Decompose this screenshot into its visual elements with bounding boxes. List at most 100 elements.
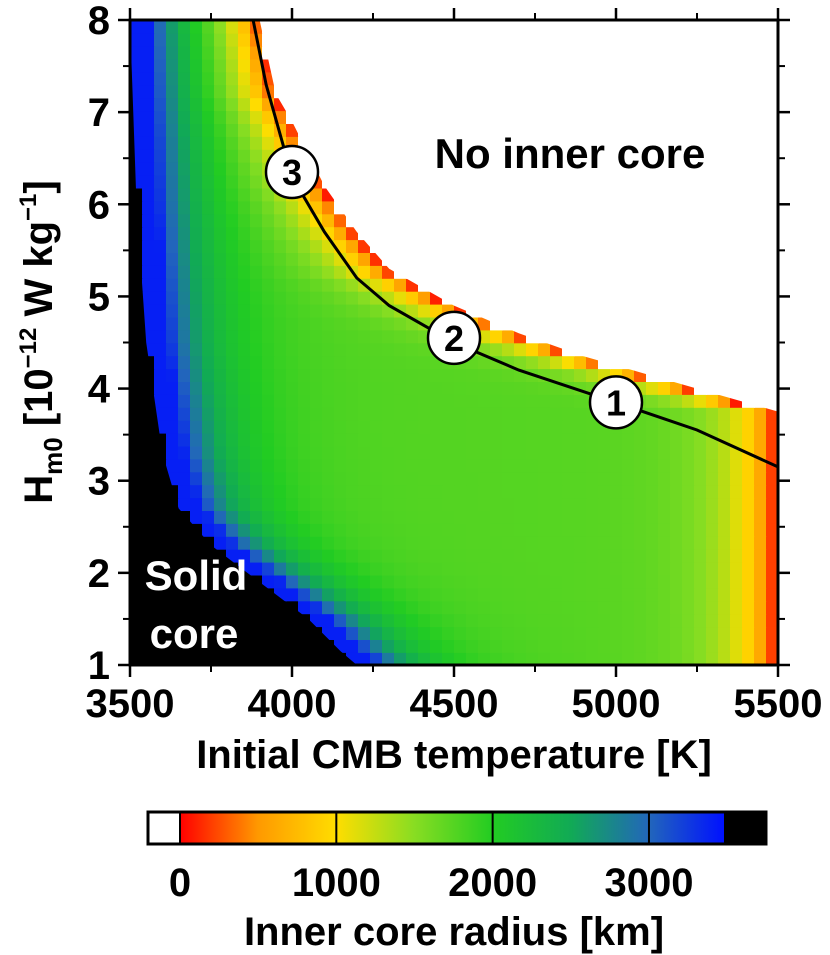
heat-cell [514, 600, 527, 615]
heat-cell [478, 561, 491, 576]
heatmap-plot [128, 18, 780, 667]
heat-cell [406, 639, 419, 653]
heat-cell [586, 600, 599, 615]
heat-cell [154, 329, 167, 344]
black-curve [251, 20, 778, 469]
heat-cell [370, 484, 383, 499]
heat-cell [406, 510, 419, 524]
heat-cell [298, 290, 311, 305]
heat-cell [382, 497, 395, 511]
heat-cell [574, 458, 587, 473]
heat-cell [634, 432, 647, 447]
heat-cell [154, 342, 167, 357]
heat-cell [154, 278, 167, 292]
heat-cell [598, 510, 611, 524]
heat-cell [682, 471, 695, 486]
heat-cell [190, 252, 203, 266]
heat-cell [286, 419, 299, 434]
heat-cell [634, 484, 647, 499]
heat-cell [514, 471, 527, 486]
heat-cell [274, 368, 287, 382]
heat-cell [142, 45, 155, 60]
heat-cell [262, 226, 275, 241]
heat-cell [574, 548, 587, 563]
heat-cell [706, 561, 719, 576]
heat-cell [310, 239, 323, 253]
heat-cell [706, 471, 719, 486]
heat-cell [526, 419, 539, 434]
heat-cell [262, 510, 275, 524]
heat-cell [394, 394, 407, 408]
heat-cell [190, 71, 203, 86]
heat-cell [526, 561, 539, 576]
heat-cell [754, 536, 767, 550]
heat-cell [430, 497, 443, 511]
heat-cell [226, 523, 239, 537]
heat-cell [250, 355, 263, 370]
heat-cell [526, 432, 539, 447]
heat-cell [610, 432, 623, 447]
heat-cell [298, 445, 311, 460]
heat-cell [298, 355, 311, 370]
heat-cell [286, 316, 299, 331]
heat-cell [610, 574, 623, 589]
heat-cell [430, 561, 443, 576]
heat-cell [550, 445, 563, 460]
heat-cell [238, 252, 251, 266]
heat-cell [742, 419, 755, 434]
heat-cell [394, 548, 407, 563]
heat-cell [202, 381, 215, 395]
heat-cell [250, 445, 263, 460]
heat-cell [706, 548, 719, 563]
heat-cell [202, 497, 215, 511]
heat-cell [574, 600, 587, 615]
heat-cell [370, 265, 383, 279]
heat-cell [478, 484, 491, 499]
heat-cell [226, 471, 239, 486]
heat-cell [574, 523, 587, 537]
heat-cell [502, 497, 515, 511]
heat-cell [310, 561, 323, 576]
heat-cell [430, 574, 443, 589]
heat-cell [178, 213, 191, 228]
heat-cell [754, 458, 767, 473]
heat-cell [262, 252, 275, 266]
heat-cell [346, 639, 359, 653]
heat-cell [406, 381, 419, 395]
heat-cell [178, 174, 191, 189]
heat-cell [262, 213, 275, 228]
heat-cell [250, 342, 263, 357]
heat-cell [394, 561, 407, 576]
heat-cell [454, 381, 467, 395]
heat-cell [370, 355, 383, 370]
heat-cell [766, 510, 778, 524]
heat-cell [550, 368, 563, 382]
heat-cell [310, 510, 323, 524]
heat-cell [538, 497, 551, 511]
heat-cell [394, 600, 407, 615]
y-axis-label: Hm0 [10−12 W kg−1] [15, 180, 68, 504]
heat-cell [298, 548, 311, 563]
heat-cell [166, 458, 179, 473]
heat-cell [214, 523, 227, 537]
heat-cell [406, 458, 419, 473]
heat-cell [418, 471, 431, 486]
heat-cell [514, 342, 527, 357]
heat-cell [442, 639, 455, 653]
heat-cell [214, 84, 227, 99]
heat-cell [766, 600, 778, 615]
heat-cell [202, 97, 215, 112]
heat-cell [382, 536, 395, 550]
heat-cell [142, 110, 155, 124]
heat-cell [682, 574, 695, 589]
heat-cell [358, 652, 371, 665]
heat-cell [274, 419, 287, 434]
heat-cell [250, 316, 263, 331]
heat-cell [382, 510, 395, 524]
heat-cell [370, 523, 383, 537]
heat-cell [430, 303, 443, 318]
heat-cell [202, 226, 215, 241]
heat-cell [706, 484, 719, 499]
heat-cell [358, 419, 371, 434]
